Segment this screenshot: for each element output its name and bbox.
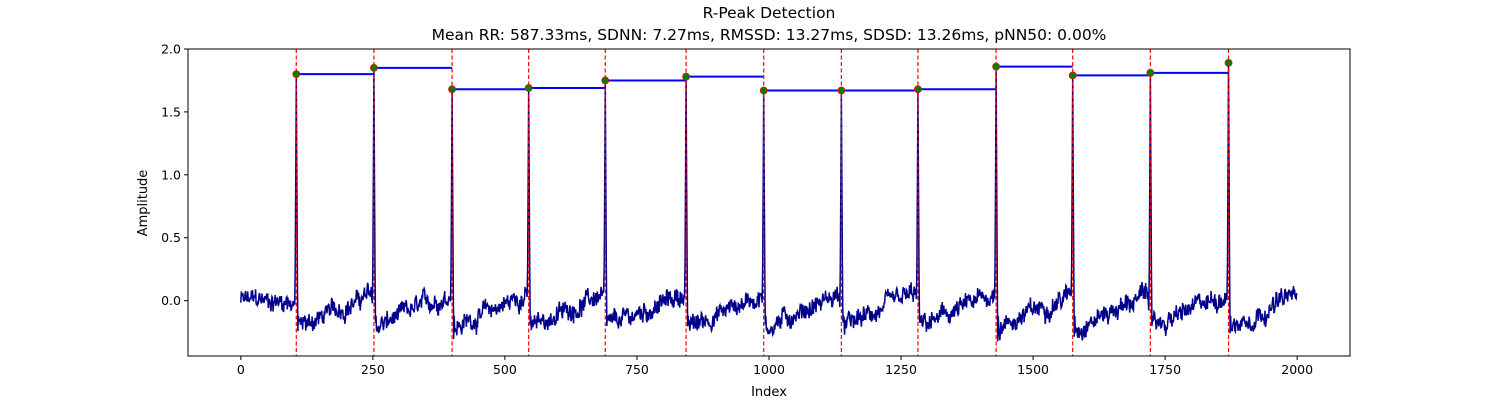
- x-tick-label: 0: [237, 362, 245, 377]
- x-axis: 0 250 500 750 1000 1250 1500 1750 2000: [237, 356, 1313, 377]
- y-tick-label: 1.5: [161, 104, 181, 119]
- ecg-signal-line: [240, 62, 1298, 342]
- r-peak-marker: [524, 84, 533, 92]
- x-tick-label: 2000: [1281, 362, 1313, 377]
- plot-area: [240, 49, 1298, 356]
- r-peak-marker: [1068, 71, 1077, 80]
- r-peak-marker: [759, 86, 768, 95]
- r-peak-marker: [1146, 69, 1155, 77]
- y-tick-label: 0.5: [161, 230, 181, 245]
- r-peak-marker: [292, 70, 301, 79]
- y-axis: 0.0 0.5 1.0 1.5 2.0: [161, 42, 188, 308]
- r-peak-marker: [370, 63, 378, 72]
- x-tick-label: 1250: [885, 362, 917, 377]
- x-tick-label: 1500: [1017, 362, 1049, 377]
- y-axis-label: Amplitude: [136, 170, 151, 237]
- x-tick-label: 500: [493, 362, 517, 377]
- x-tick-label: 750: [625, 362, 649, 377]
- x-tick-label: 250: [361, 362, 385, 377]
- ecg-signal: [240, 62, 1298, 342]
- chart-title: R-Peak Detection: [703, 4, 836, 22]
- x-axis-label: Index: [751, 385, 787, 400]
- r-peak-marker: [682, 72, 690, 81]
- chart-subtitle: Mean RR: 587.33ms, SDNN: 7.27ms, RMSSD: …: [432, 26, 1107, 44]
- rr-interval-segments: [296, 65, 1229, 92]
- r-peak-marker: [837, 86, 846, 95]
- y-tick-label: 0.0: [161, 293, 181, 308]
- r-peak-lines: [295, 49, 1230, 356]
- r-peak-markers: [292, 58, 1233, 95]
- r-peak-marker: [914, 85, 922, 94]
- r-peak-marker: [601, 76, 610, 85]
- y-tick-label: 2.0: [161, 42, 181, 57]
- x-tick-label: 1000: [753, 362, 785, 377]
- r-peak-marker: [1224, 58, 1233, 67]
- r-peak-marker: [992, 62, 1001, 71]
- y-tick-label: 1.0: [161, 167, 181, 182]
- x-tick-label: 1750: [1149, 362, 1181, 377]
- r-peak-marker: [448, 85, 456, 94]
